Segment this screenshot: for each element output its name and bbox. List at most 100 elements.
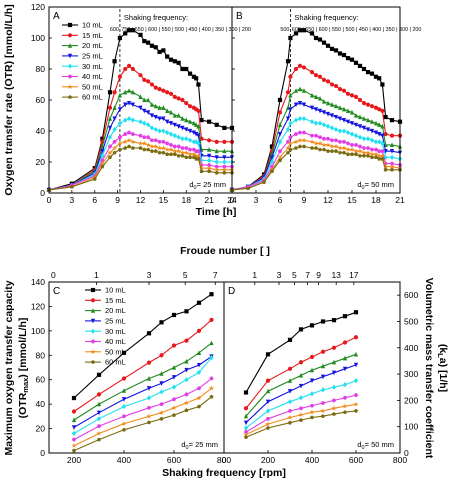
data-point xyxy=(345,56,351,61)
data-point xyxy=(337,145,343,151)
series-line xyxy=(73,319,212,412)
data-point xyxy=(123,31,128,36)
data-point xyxy=(172,144,177,149)
data-point xyxy=(358,153,362,158)
data-point xyxy=(365,136,371,142)
legend-label: 20 mL xyxy=(82,41,103,50)
data-point xyxy=(142,135,147,140)
data-point xyxy=(126,28,132,33)
d0-label: d0= 25 mm xyxy=(181,440,218,451)
data-point xyxy=(146,147,151,152)
data-point xyxy=(332,411,336,416)
data-point xyxy=(196,140,201,146)
data-point xyxy=(171,405,177,410)
data-point xyxy=(159,402,164,406)
data-point xyxy=(96,424,102,428)
data-point xyxy=(309,31,315,36)
data-point xyxy=(298,412,304,418)
data-point xyxy=(69,184,74,189)
data-point xyxy=(122,427,126,432)
data-point xyxy=(365,70,371,75)
data-point xyxy=(107,116,113,121)
data-point xyxy=(377,107,382,112)
frequency-steps: 600 | 650 | 600 | 550 | 500 | 450 | 400 … xyxy=(292,27,422,33)
data-point xyxy=(146,40,151,45)
data-point xyxy=(383,163,389,169)
data-point xyxy=(194,76,199,81)
data-point xyxy=(286,150,290,155)
data-point xyxy=(165,90,170,95)
data-point xyxy=(117,147,122,152)
y-axis-label-otr: Oxygen transfer rate (OTR) [mmol/L/h] xyxy=(3,4,15,195)
data-point xyxy=(184,392,189,397)
data-point xyxy=(329,138,335,143)
data-point xyxy=(265,416,271,421)
data-point xyxy=(320,408,326,414)
data-point xyxy=(320,363,326,369)
data-point xyxy=(96,401,102,407)
data-point xyxy=(301,116,307,122)
data-point xyxy=(313,120,319,126)
data-point xyxy=(222,148,227,154)
data-point xyxy=(71,430,77,437)
data-point xyxy=(161,48,166,53)
data-point xyxy=(342,314,348,319)
data-point xyxy=(214,139,219,144)
data-point xyxy=(321,77,327,82)
data-point xyxy=(333,48,339,53)
data-point xyxy=(194,132,199,137)
data-point xyxy=(157,140,162,144)
data-point xyxy=(321,142,327,148)
data-point xyxy=(353,122,359,128)
data-point xyxy=(180,153,185,158)
y-tick-label: 120 xyxy=(31,301,45,311)
data-point xyxy=(357,144,363,149)
x-tick-label: 15 xyxy=(347,195,357,205)
data-point xyxy=(317,135,323,140)
data-point xyxy=(165,152,170,156)
data-point xyxy=(349,57,355,62)
series-30-mL xyxy=(71,355,214,437)
y-tick-label: 60 xyxy=(36,95,46,105)
data-point xyxy=(341,106,347,112)
y-tick-label: 100 xyxy=(404,422,418,432)
data-point xyxy=(262,180,266,184)
data-point xyxy=(97,437,101,442)
data-point xyxy=(159,371,164,376)
data-point xyxy=(157,105,162,110)
data-point xyxy=(112,145,118,151)
data-point xyxy=(317,37,323,42)
shaking-frequency-title: Shaking frequency: xyxy=(294,13,358,22)
data-point xyxy=(126,130,132,135)
legend-label: 10 mL xyxy=(105,286,126,295)
data-point xyxy=(153,103,158,109)
data-point xyxy=(317,108,323,114)
data-point xyxy=(331,345,337,350)
x-tick-label: 6 xyxy=(92,195,97,205)
y-tick-label: 400 xyxy=(404,343,418,353)
data-point xyxy=(341,145,347,151)
x-tick-label: 3 xyxy=(254,195,259,205)
data-point xyxy=(329,82,335,87)
data-point xyxy=(313,107,319,112)
series-15-mL xyxy=(229,63,403,192)
x-tick-label: 15 xyxy=(159,195,169,205)
data-point xyxy=(196,300,202,305)
series-15-mL xyxy=(243,335,359,411)
data-point xyxy=(196,82,201,87)
data-point xyxy=(269,144,275,149)
legend-label: 60 mL xyxy=(105,358,126,367)
data-point xyxy=(321,122,327,128)
data-point xyxy=(165,119,170,125)
data-point xyxy=(184,309,189,314)
y-tick-label: 80 xyxy=(36,64,46,74)
data-point xyxy=(349,131,355,137)
y-tick-label: 60 xyxy=(36,375,46,385)
data-point xyxy=(313,94,319,99)
legend-marker xyxy=(90,339,96,344)
data-point xyxy=(130,102,135,108)
data-point xyxy=(158,409,165,415)
data-point xyxy=(209,376,214,381)
data-point xyxy=(301,130,307,135)
data-point xyxy=(184,146,189,150)
